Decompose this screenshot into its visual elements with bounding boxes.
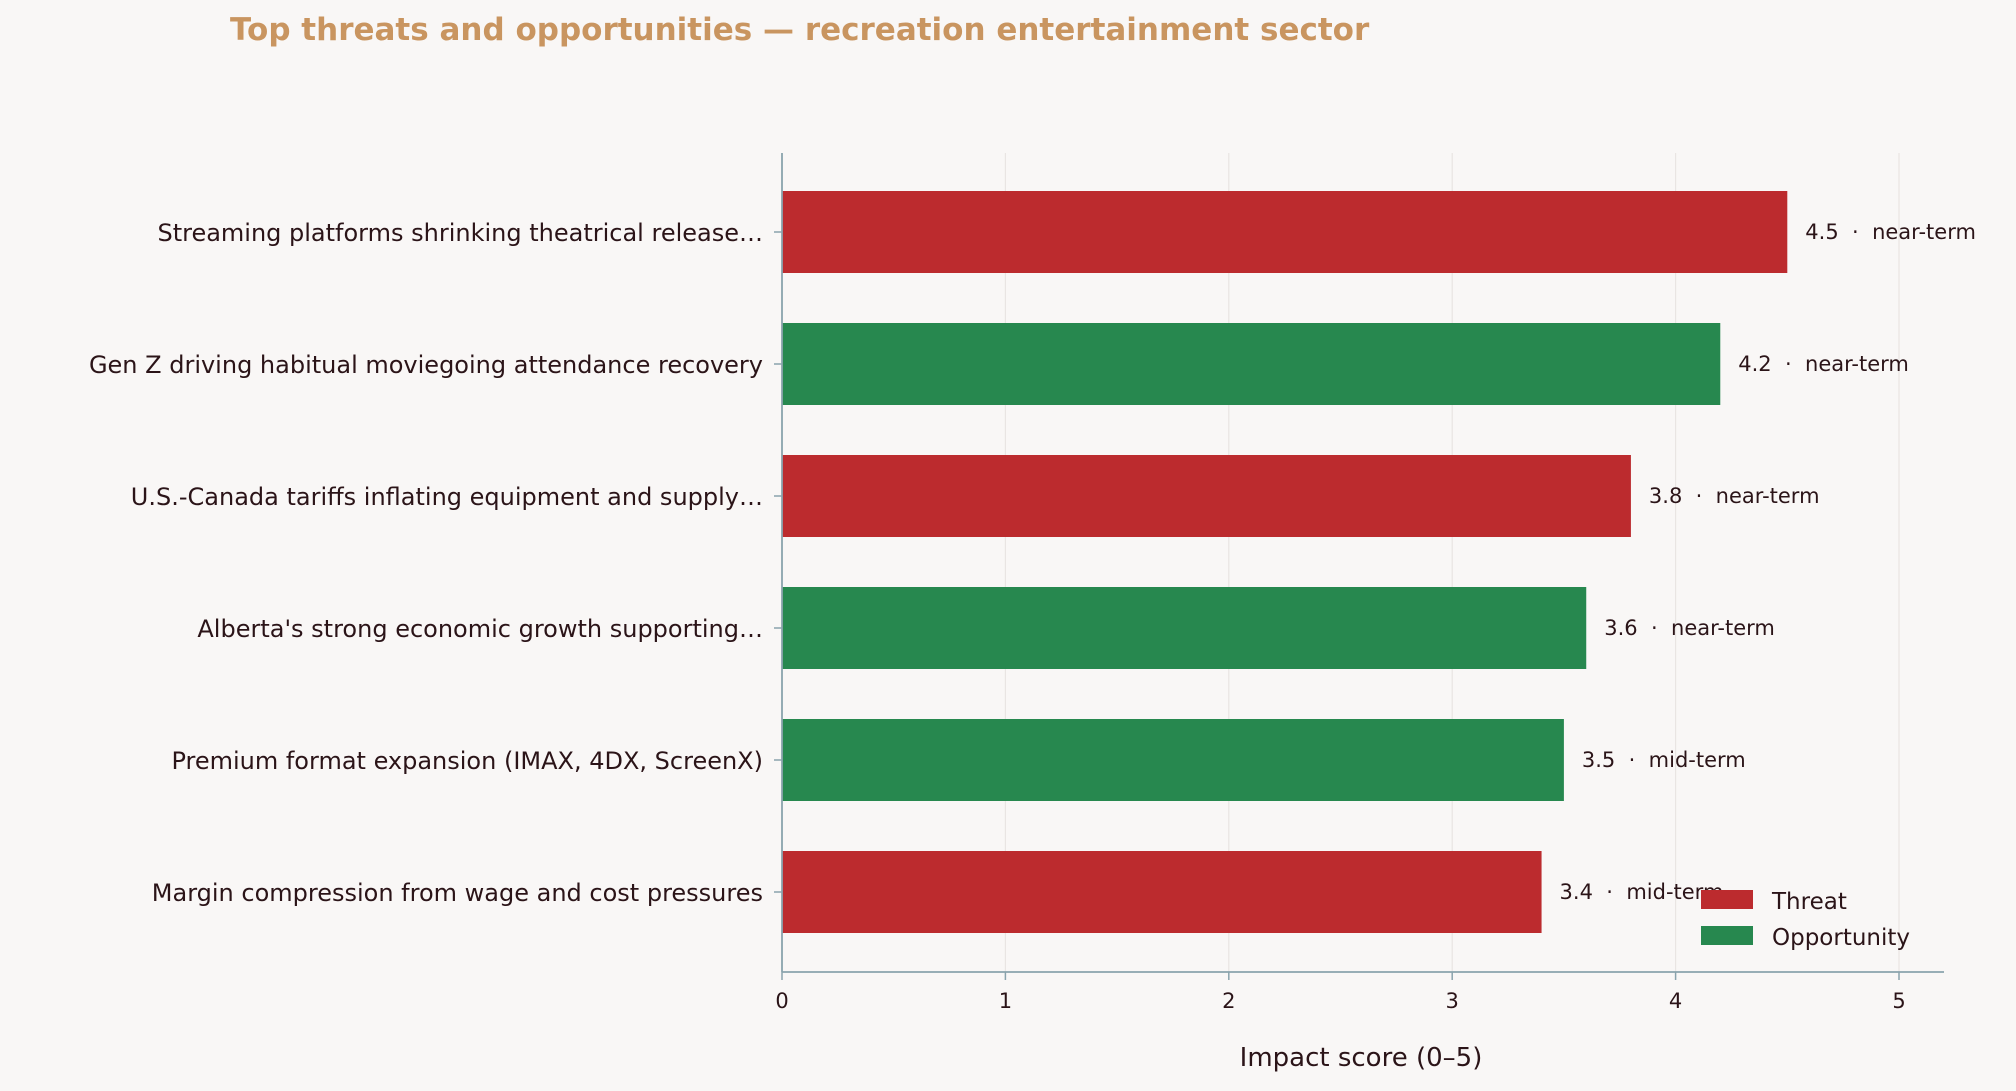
grid-lines xyxy=(1004,153,1900,972)
category-label: Margin compression from wage and cost pr… xyxy=(152,879,763,907)
bar-threat xyxy=(782,191,1788,273)
category-label: Alberta's strong economic growth support… xyxy=(197,615,763,643)
value-label: 3.6 · near-term xyxy=(1604,616,1775,640)
value-labels: 4.5 · near-term 4.2 · near-term 3.8 · near… xyxy=(1560,220,1976,904)
bar-threat xyxy=(782,851,1542,933)
value-label: 3.4 · mid-term xyxy=(1560,880,1724,904)
bar-opportunity xyxy=(782,719,1564,801)
x-tick-label: 2 xyxy=(1222,989,1235,1013)
bar-opportunity xyxy=(782,323,1721,405)
legend: Threat Opportunity xyxy=(1701,889,1910,951)
category-labels: Streaming platforms shrinking theatrical… xyxy=(89,219,763,907)
x-tick-label: 0 xyxy=(775,989,788,1013)
axes xyxy=(774,153,1944,980)
x-axis-label: Impact score (0–5) xyxy=(1240,1043,1483,1073)
x-tick-labels: 0 1 2 3 4 5 xyxy=(775,989,1905,1013)
bars xyxy=(782,191,1788,933)
x-tick-label: 3 xyxy=(1446,989,1459,1013)
category-label: Premium format expansion (IMAX, 4DX, Scr… xyxy=(171,747,763,775)
legend-swatch-threat xyxy=(1701,890,1753,909)
category-label: U.S.-Canada tariffs inflating equipment … xyxy=(131,483,763,511)
x-tick-label: 5 xyxy=(1892,989,1905,1013)
legend-label-threat: Threat xyxy=(1771,889,1847,915)
x-tick-label: 1 xyxy=(999,989,1012,1013)
chart-title: Top threats and opportunities — recreati… xyxy=(230,12,1370,48)
bar-threat xyxy=(782,455,1631,537)
value-label: 4.5 · near-term xyxy=(1805,220,1976,244)
x-tick-label: 4 xyxy=(1669,989,1682,1013)
category-label: Gen Z driving habitual moviegoing attend… xyxy=(89,351,763,379)
value-label: 3.5 · mid-term xyxy=(1582,748,1746,772)
bar-opportunity xyxy=(782,587,1587,669)
legend-swatch-opportunity xyxy=(1701,926,1753,945)
value-label: 4.2 · near-term xyxy=(1738,352,1909,376)
value-label: 3.8 · near-term xyxy=(1649,484,1820,508)
category-label: Streaming platforms shrinking theatrical… xyxy=(157,219,763,247)
legend-label-opportunity: Opportunity xyxy=(1772,925,1910,951)
